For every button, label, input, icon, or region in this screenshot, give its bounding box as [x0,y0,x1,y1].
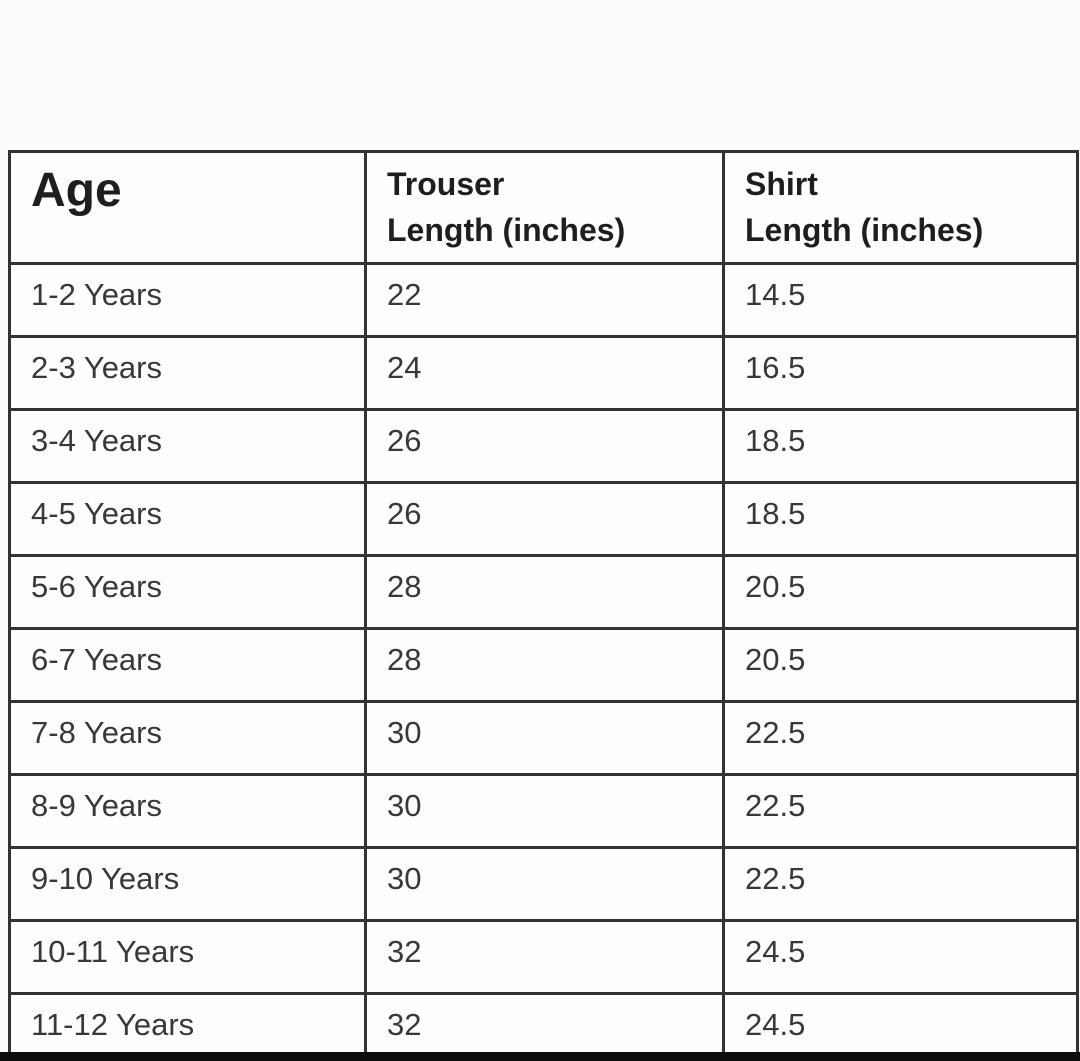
header-trouser-length: Trouser Length (inches) [364,150,725,265]
bottom-bar [0,1052,1080,1061]
table-row: 5-6 Years 28 20.5 [8,553,1079,630]
trouser-length-cell: 28 [364,626,725,703]
trouser-length-cell: 24 [364,334,725,411]
trouser-length-cell: 32 [364,991,725,1061]
table-row: 4-5 Years 26 18.5 [8,480,1079,557]
shirt-length-cell: 20.5 [722,626,1079,703]
table-row: 10-11 Years 32 24.5 [8,918,1079,995]
trouser-length-cell: 30 [364,845,725,922]
age-cell: 10-11 Years [8,918,367,995]
table-row: 11-12 Years 32 24.5 [8,991,1079,1061]
header-row: Age Trouser Length (inches) Shirt Length… [8,150,1079,265]
shirt-length-cell: 18.5 [722,480,1079,557]
age-cell: 3-4 Years [8,407,367,484]
table-row: 6-7 Years 28 20.5 [8,626,1079,703]
shirt-length-cell: 22.5 [722,845,1079,922]
age-cell: 11-12 Years [8,991,367,1061]
age-cell: 9-10 Years [8,845,367,922]
header-trouser-line1: Trouser [387,166,505,202]
trouser-length-cell: 28 [364,553,725,630]
table-body: 1-2 Years 22 14.5 2-3 Years 24 16.5 3-4 … [8,261,1079,1061]
trouser-length-cell: 32 [364,918,725,995]
shirt-length-cell: 20.5 [722,553,1079,630]
trouser-length-cell: 22 [364,261,725,338]
header-shirt-line1: Shirt [745,166,818,202]
table-row: 7-8 Years 30 22.5 [8,699,1079,776]
shirt-length-cell: 16.5 [722,334,1079,411]
trouser-length-cell: 30 [364,699,725,776]
age-cell: 2-3 Years [8,334,367,411]
header-age: Age [8,150,367,265]
header-shirt-line2: Length (inches) [745,212,984,249]
trouser-length-cell: 26 [364,480,725,557]
table-row: 9-10 Years 30 22.5 [8,845,1079,922]
age-cell: 8-9 Years [8,772,367,849]
shirt-length-cell: 22.5 [722,699,1079,776]
table-header: Age Trouser Length (inches) Shirt Length… [8,150,1079,265]
age-cell: 1-2 Years [8,261,367,338]
shirt-length-cell: 24.5 [722,918,1079,995]
table-row: 1-2 Years 22 14.5 [8,261,1079,338]
trouser-length-cell: 26 [364,407,725,484]
shirt-length-cell: 22.5 [722,772,1079,849]
size-chart-table: Age Trouser Length (inches) Shirt Length… [8,150,1079,1061]
table-row: 2-3 Years 24 16.5 [8,334,1079,411]
age-cell: 5-6 Years [8,553,367,630]
age-cell: 4-5 Years [8,480,367,557]
trouser-length-cell: 30 [364,772,725,849]
age-cell: 6-7 Years [8,626,367,703]
header-age-label: Age [31,164,122,217]
shirt-length-cell: 24.5 [722,991,1079,1061]
shirt-length-cell: 14.5 [722,261,1079,338]
shirt-length-cell: 18.5 [722,407,1079,484]
header-trouser-line2: Length (inches) [387,212,626,249]
age-cell: 7-8 Years [8,699,367,776]
table-row: 3-4 Years 26 18.5 [8,407,1079,484]
table-row: 8-9 Years 30 22.5 [8,772,1079,849]
header-shirt-length: Shirt Length (inches) [722,150,1079,265]
